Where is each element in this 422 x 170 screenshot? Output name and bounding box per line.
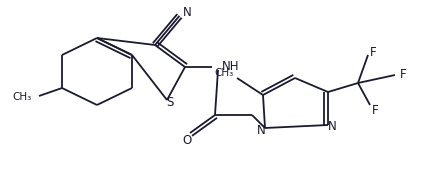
Text: S: S [166,96,174,108]
Text: F: F [400,69,407,81]
Text: N: N [183,6,192,19]
Text: O: O [182,134,192,148]
Text: N: N [327,121,336,133]
Text: NH: NH [222,61,240,73]
Text: CH₃: CH₃ [13,92,32,102]
Text: N: N [257,123,265,137]
Text: CH₃: CH₃ [215,68,234,78]
Text: F: F [372,104,379,116]
Text: F: F [370,46,376,58]
